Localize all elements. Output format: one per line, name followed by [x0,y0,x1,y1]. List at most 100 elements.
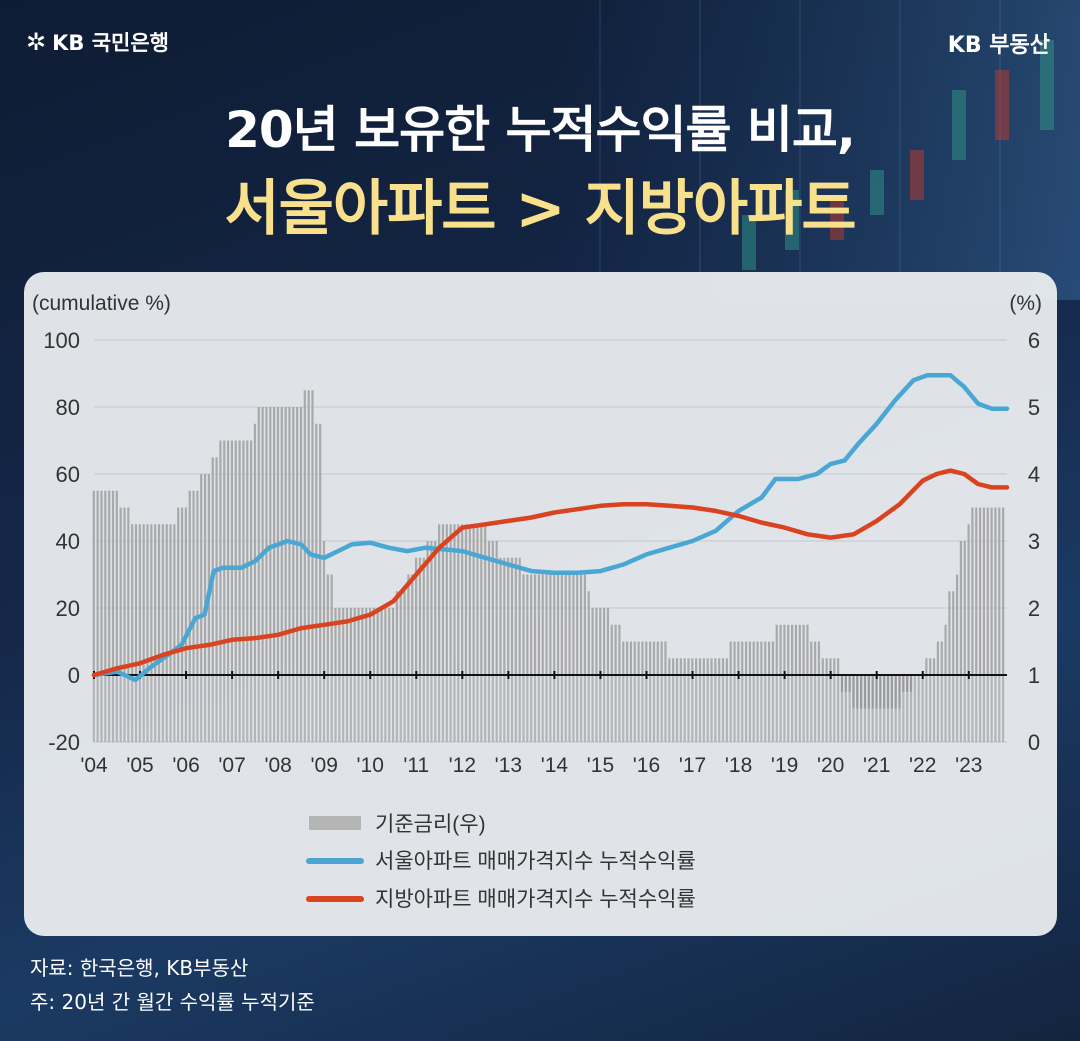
rate-bar-base [706,675,709,742]
rate-bar-base [403,675,406,742]
rate-bar-base [380,675,383,742]
rate-bar [180,507,184,675]
rate-bar-base [982,675,986,742]
legend-label-line: 서울아파트 매매가격지수 누적수익률 [375,850,696,873]
rate-bar [449,524,452,675]
rate-bar [100,490,103,675]
rate-bar [211,457,214,675]
rate-bar-base [457,675,460,742]
rate-bar-base [775,675,778,742]
rate-bar [649,641,652,675]
rate-bar-base [714,675,717,742]
rate-bar [349,608,352,675]
rate-bar-base [468,675,471,742]
x-tick-label: '06 [172,754,199,777]
rate-bar [138,524,141,675]
rate-bar [936,641,939,675]
rate-bar-base [388,675,391,742]
rate-bar-base [906,675,909,742]
x-tick-label: '13 [495,754,522,777]
rate-bar [622,641,625,675]
y-right-tick-label: 3 [1028,529,1040,554]
rate-bar-base [783,675,786,742]
rate-bar-base [533,675,537,742]
rate-bar-base [695,675,698,742]
source-text: 자료: 한국은행, KB부동산 [30,956,249,980]
rate-bar [468,524,471,675]
rate-bar [453,524,456,675]
rate-bar [787,624,790,675]
rate-bar [265,407,268,675]
rate-bar-base [952,675,955,742]
rate-bar-base [560,675,563,742]
rate-bar [207,474,211,675]
rate-bar [391,608,395,675]
y-left-tick-label: 40 [56,529,80,554]
rate-bar [744,641,748,675]
rate-bar-base [971,675,974,742]
rate-bar [150,524,153,675]
rate-bar [587,591,590,675]
rate-bar [226,440,230,675]
rate-bar-base [345,675,349,742]
rate-bar [752,641,755,675]
rate-bar-base [622,675,625,742]
rate-bar [725,658,728,675]
rate-bar-base [104,675,107,742]
rate-bar-base [967,675,970,742]
x-tick-label: '20 [817,754,844,777]
rate-bar [119,507,122,675]
rate-bar-base [817,675,821,742]
kb-real-estate-logo: KB 부동산 [947,33,1050,58]
rate-bar-base [246,675,249,742]
rate-bar [967,524,970,675]
rate-bar-base [610,675,613,742]
rate-bar-base [963,675,966,742]
rate-bar-base [161,675,164,742]
rate-bar-base [591,675,594,742]
rate-bar-base [733,675,736,742]
rate-bar-base [856,675,859,742]
x-tick-label: '08 [264,754,291,777]
x-tick-label: '12 [449,754,476,777]
rate-bar [407,574,410,675]
rate-bar [464,524,468,675]
rate-bar [695,658,698,675]
rate-bar-base [549,675,552,742]
rate-bar-base [649,675,652,742]
rate-bar-base [614,675,617,742]
rate-bar [541,574,544,675]
rate-bar [219,440,222,675]
x-tick-label: '16 [633,754,660,777]
rate-bar-base [338,675,341,742]
rate-bar-base [576,675,579,742]
rate-bar-base [564,675,567,742]
rate-bar-base [725,675,728,742]
rate-bar-base [744,675,748,742]
rate-bar-base [702,675,705,742]
rate-bar-base [238,675,241,742]
brand-left-text: KB 국민은행 [52,31,169,55]
y-left-tick-label: 0 [68,663,80,688]
rate-bar [982,507,986,675]
legend-swatch-rate [309,816,361,830]
rate-bar-base [472,675,475,742]
rate-bar-base [844,675,847,742]
rate-bar-base [184,675,187,742]
rate-bar-base [932,675,936,742]
rate-bar-base [645,675,648,742]
rate-bar [533,574,537,675]
rate-bar [250,440,253,675]
rate-bar [764,641,767,675]
rate-bar [683,658,686,675]
rate-bar-base [798,675,801,742]
x-tick-label: '09 [311,754,338,777]
rate-bar-base [503,675,506,742]
rate-bar [814,641,817,675]
rate-bar-base [499,675,502,742]
rate-bar [445,524,448,675]
rate-bar [342,608,345,675]
rate-bar-base [507,675,510,742]
rate-bar-base [288,675,291,742]
rate-bar [157,524,161,675]
